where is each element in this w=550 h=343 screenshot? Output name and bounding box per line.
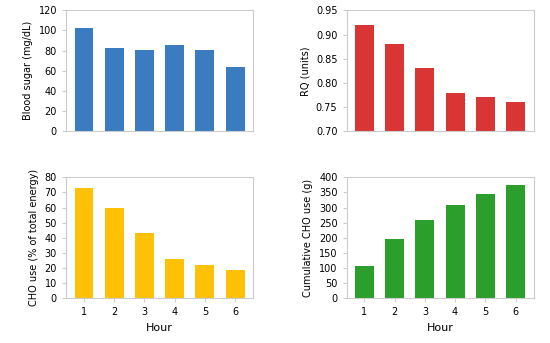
Bar (165, 45, 184, 131)
Bar (135, 50, 154, 131)
X-axis label: Hour: Hour (146, 323, 173, 333)
Y-axis label: Blood sugar (mg/dL): Blood sugar (mg/dL) (23, 21, 33, 120)
Bar (506, 185, 525, 298)
Bar (226, 67, 245, 131)
Bar (195, 50, 215, 131)
Y-axis label: RQ (units): RQ (units) (300, 46, 310, 96)
Bar (195, 265, 215, 298)
Bar (226, 270, 245, 298)
Bar (104, 48, 124, 131)
Y-axis label: Cumulative CHO use (g): Cumulative CHO use (g) (303, 179, 313, 297)
Bar (415, 68, 434, 343)
Bar (385, 239, 404, 298)
Bar (104, 208, 124, 298)
Bar (135, 233, 154, 298)
Bar (446, 205, 465, 298)
X-axis label: Hour: Hour (427, 323, 453, 333)
Bar (74, 188, 94, 298)
Bar (476, 97, 495, 343)
Bar (165, 259, 184, 298)
Bar (355, 266, 374, 298)
Bar (476, 194, 495, 298)
Bar (446, 93, 465, 343)
Bar (385, 44, 404, 343)
Bar (506, 102, 525, 343)
Bar (355, 25, 374, 343)
Y-axis label: CHO use (% of total energy): CHO use (% of total energy) (29, 169, 39, 306)
Bar (74, 28, 94, 131)
Bar (415, 220, 434, 298)
